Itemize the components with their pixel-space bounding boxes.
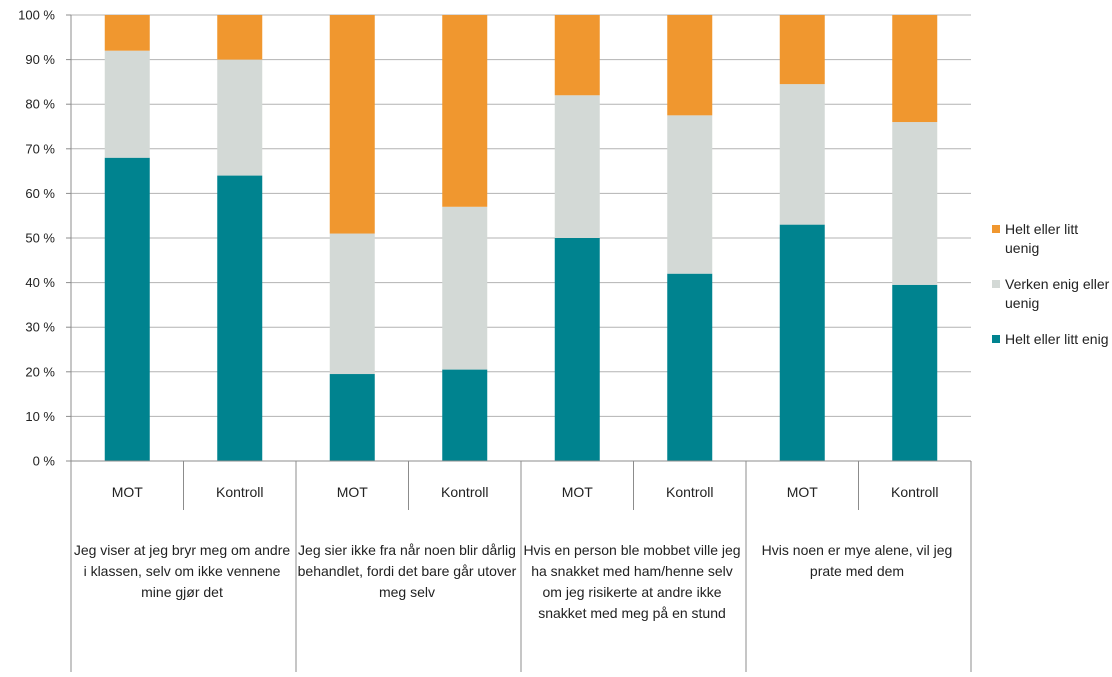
bar-segment-enig [554,238,600,461]
group-label-4: Hvis noen er mye alene, vil jeg prate me… [761,542,953,579]
y-tick-label: 90 % [25,52,55,67]
subcategory-label: MOT [337,484,369,500]
subcategory-label: Kontroll [891,484,938,500]
group-label-2: Jeg sier ikke fra når noen blir dårlig b… [297,542,517,600]
legend-label-verken: Verken enig eller uenig [1005,276,1110,311]
tick-labels: 0 % 10 % 20 % 30 % 40 % 50 % 60 % 70 % 80 % 90 % 1… [18,8,938,501]
y-tick-label: 0 % [33,454,56,469]
group-label-3: Hvis en person ble mobbet ville jeg ha s… [523,542,741,621]
y-tick-label: 70 % [25,141,55,156]
bar-segment-verken [104,50,150,158]
bar-segment-verken [442,206,488,370]
y-tick-label: 30 % [25,320,55,335]
bar-segment-uenig [892,15,938,123]
group-label-1: Jeg viser at jeg bryr meg om andre i kla… [73,542,291,600]
subcategory-label: MOT [562,484,594,500]
legend-label-enig: Helt eller litt enig [1005,331,1109,347]
bar-segment-verken [217,59,263,176]
bar-segment-enig [329,374,375,461]
legend-item-enig: Helt eller litt enig [992,330,1110,349]
bar-segment-enig [442,369,488,461]
bars [104,15,938,461]
legend-swatch-enig [992,335,1000,343]
subcategory-label: Kontroll [666,484,713,500]
y-tick-label: 60 % [25,186,55,201]
y-tick-label: 10 % [25,409,55,424]
legend-item-uenig: Helt eller litt uenig [992,220,1110,258]
axes [66,14,972,672]
bar-segment-uenig [667,15,713,116]
bar-segment-uenig [779,15,825,85]
bar-segment-verken [554,95,600,238]
subcategory-label: MOT [787,484,819,500]
subcategory-label: Kontroll [216,484,263,500]
y-tick-label: 40 % [25,275,55,290]
bar-segment-uenig [554,15,600,96]
bar-segment-verken [892,122,938,285]
legend-swatch-verken [992,280,1000,288]
gridlines [71,14,971,462]
y-tick-label: 100 % [18,8,55,23]
legend-item-verken: Verken enig eller uenig [992,275,1110,313]
bar-segment-enig [217,175,263,461]
bar-segment-enig [779,224,825,461]
legend-label-uenig: Helt eller litt uenig [1005,221,1079,256]
bar-segment-enig [104,157,150,461]
legend-swatch-uenig [992,225,1000,233]
bar-segment-enig [667,273,713,461]
bar-segment-verken [667,115,713,274]
bar-segment-verken [329,233,375,375]
y-tick-label: 80 % [25,97,55,112]
bar-segment-uenig [217,15,263,60]
bar-segment-uenig [442,15,488,207]
bar-segment-uenig [329,15,375,234]
legend: Helt eller litt uenig Verken enig eller … [992,220,1110,366]
subcategory-label: Kontroll [441,484,488,500]
y-tick-label: 20 % [25,364,55,379]
bar-segment-enig [892,284,938,461]
y-tick-label: 50 % [25,231,55,246]
bar-segment-uenig [104,15,150,51]
subcategory-label: MOT [112,484,144,500]
bar-segment-verken [779,84,825,225]
